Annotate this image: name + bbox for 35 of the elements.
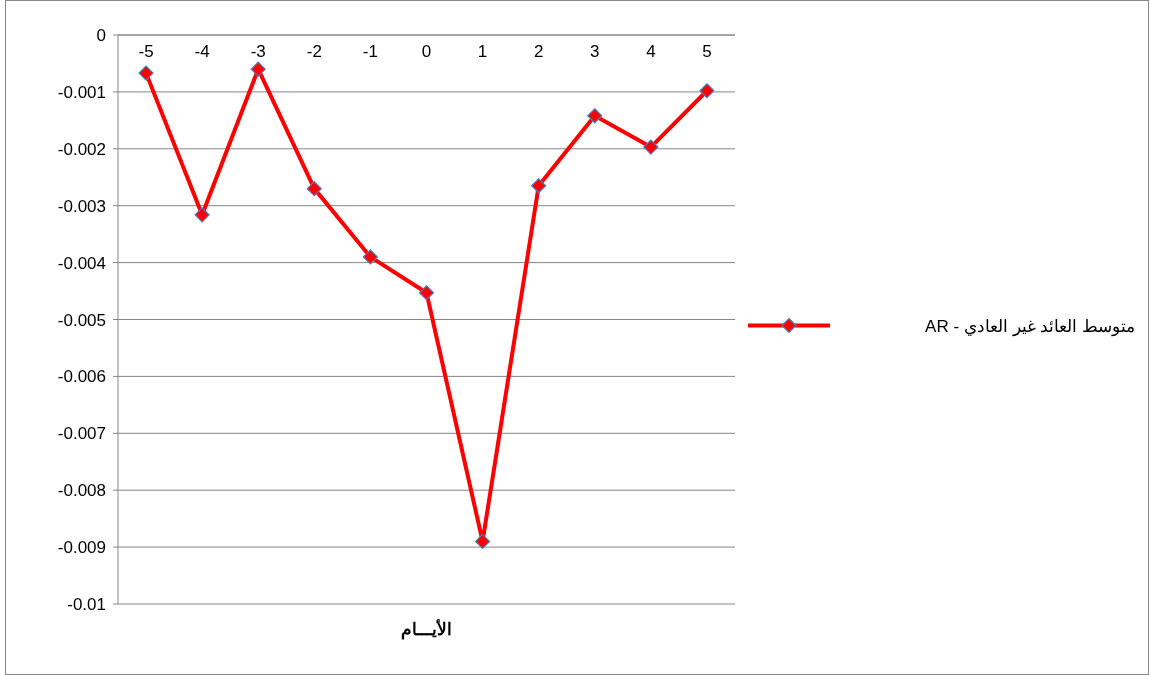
y-tick-label: -0.001	[57, 82, 106, 102]
x-tick-label: 5	[702, 42, 712, 61]
x-tick-label: 1	[477, 42, 488, 61]
x-tick-label: 0	[421, 42, 432, 61]
x-tick-label: -4	[194, 42, 210, 61]
point	[643, 139, 659, 155]
point	[418, 285, 435, 301]
x-tick-label: -3	[250, 42, 266, 61]
y-tick-label: -0.002	[57, 139, 106, 159]
x-tick-label: -5	[138, 42, 154, 61]
x-tick-label: 2	[533, 42, 544, 61]
x-tick-label: 4	[646, 42, 656, 61]
x-tick-label: -2	[306, 42, 322, 61]
text: متوسط العائد غير العادي - AR	[925, 316, 1135, 337]
y-tick-label: -0.01	[67, 595, 106, 614]
point	[474, 533, 491, 550]
point	[362, 249, 379, 265]
y-tick-label: -0.004	[57, 253, 106, 273]
x-tick-label: 3	[590, 42, 600, 61]
x-axis-title: الأيـــام	[401, 618, 452, 640]
point	[138, 65, 154, 81]
point	[306, 181, 322, 197]
point	[699, 83, 715, 99]
point	[587, 108, 603, 124]
y-tick-label: -0.007	[57, 424, 106, 444]
y-tick-label: -0.005	[57, 310, 106, 330]
y-tick-label: 0	[96, 26, 106, 45]
point	[194, 207, 210, 223]
point	[531, 178, 547, 194]
y-tick-label: -0.003	[57, 196, 106, 216]
y-tick-label: -0.008	[57, 481, 106, 501]
x-tick-label: -1	[362, 42, 378, 61]
point	[250, 61, 266, 77]
y-tick-label: -0.009	[57, 538, 106, 558]
y-tick-label: -0.006	[57, 367, 106, 387]
